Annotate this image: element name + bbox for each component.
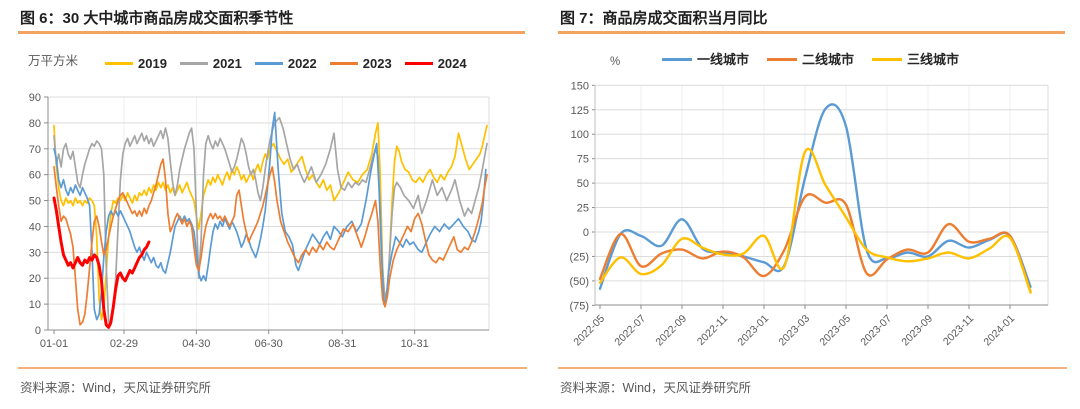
seasonal-line-chart: 0 10 20 30 40 50 60 70 80 90 01-01 02-29 04-30 06-30 0…: [29, 92, 490, 350]
figure-7-footer-rule: [558, 367, 1067, 369]
series-line-2023: [53, 158, 488, 326]
legend-line-swatch-tier3: [872, 58, 903, 61]
legend-label-2021: 2021: [212, 56, 242, 71]
legend-line-swatch-2019: [105, 62, 133, 65]
y-axis-tick-label: 70: [29, 144, 41, 156]
figure-6-title: 图 6：30 大中城市商品房成交面积季节性: [20, 10, 294, 27]
y-axis-tick-label: 80: [29, 118, 41, 130]
y-axis-tick-label: 100: [571, 129, 589, 141]
x-axis-tick-label: 2023-05: [817, 313, 853, 349]
legend-item-tier2-cities: 二线城市: [767, 53, 854, 66]
x-axis-tick-label: 06-30: [255, 338, 283, 350]
figure-6-y-unit-label: 万平方米: [28, 54, 79, 68]
x-axis-tick-label: 01-01: [40, 338, 68, 350]
y-axis-tick-label: 0: [583, 227, 589, 239]
figure-6-source: 资料来源：Wind，天风证券研究所: [20, 381, 211, 395]
figure-7-source: 资料来源：Wind，天风证券研究所: [560, 381, 751, 395]
legend-label-tier1: 一线城市: [697, 52, 750, 67]
y-axis-tick-label: 60: [29, 170, 41, 182]
y-axis-tick-label: 10: [29, 299, 41, 311]
figure-7-panel: 图 7：商品房成交面积当月同比 % 一线城市 二线城市 三线城市 150 125 1…: [540, 0, 1080, 409]
legend-label-2022: 2022: [287, 56, 317, 71]
figure-6-legend: 2019 2021 2022 2023 2024: [105, 57, 467, 70]
y-axis-tick-label: 125: [571, 105, 589, 117]
figure-7-legend: 一线城市 二线城市 三线城市: [662, 53, 959, 66]
legend-item-tier3-cities: 三线城市: [872, 53, 959, 66]
y-axis-tick-label: 50: [577, 178, 589, 190]
figure-6-footer-rule: [18, 367, 527, 369]
y-axis-tick-label: 20: [29, 273, 41, 285]
y-axis-tick-label: 0: [35, 325, 41, 337]
legend-line-swatch-tier2: [767, 58, 798, 61]
x-axis-tick-label: 2022-05: [571, 313, 607, 349]
x-axis-tick-label: 2024-01: [981, 313, 1017, 349]
figure-7-title-rule: [558, 31, 1065, 34]
figure-6-panel: 图 6：30 大中城市商品房成交面积季节性 万平方米 2019 2021 202…: [18, 10, 527, 395]
legend-line-swatch-tier1: [662, 58, 692, 61]
figure-7-title: 图 7：商品房成交面积当月同比: [560, 10, 768, 27]
x-axis-tick-label: 2023-09: [899, 313, 935, 349]
x-axis-tick-label: 2023-07: [858, 313, 894, 349]
legend-label-2024: 2024: [437, 56, 467, 71]
x-axis-tick-label: 08-31: [328, 338, 356, 350]
x-axis-tick-label: 2022-07: [612, 313, 648, 349]
y-axis-tick-label: 25: [577, 203, 589, 215]
legend-label-tier3: 三线城市: [907, 52, 960, 67]
y-axis-tick-label: 40: [29, 221, 41, 233]
series-line-三线城市: [598, 147, 1032, 294]
legend-item-2022: 2022: [254, 56, 317, 71]
series-line-一线城市: [598, 103, 1032, 290]
x-axis-tick-label: 10-31: [401, 338, 429, 350]
x-axis-tick-label: 2023-11: [941, 313, 976, 348]
legend-label-2023: 2023: [362, 56, 392, 71]
y-axis-tick-label: 90: [29, 92, 41, 104]
legend-item-2019: 2019: [105, 57, 167, 70]
legend-label-2019: 2019: [138, 56, 167, 71]
y-axis-tick-label: (75): [569, 300, 589, 312]
series-line-2019: [53, 122, 488, 321]
x-axis-tick-label: 2023-03: [776, 313, 812, 349]
y-axis-tick-label: 75: [577, 154, 589, 166]
legend-item-tier1-cities: 一线城市: [662, 53, 749, 66]
legend-item-2024: 2024: [404, 56, 467, 71]
legend-label-tier2: 二线城市: [802, 52, 855, 67]
legend-line-swatch-2024: [404, 61, 433, 66]
y-axis-tick-label: (25): [569, 251, 589, 263]
legend-line-swatch-2021: [179, 62, 208, 65]
x-axis-tick-label: 04-30: [182, 338, 210, 350]
y-axis-tick-label: 150: [571, 80, 589, 92]
x-axis-tick-label: 02-29: [110, 338, 138, 350]
x-axis-tick-label: 2022-09: [653, 313, 689, 349]
figure-7-y-unit-label: %: [610, 56, 621, 68]
series-line-2024: [52, 196, 151, 329]
y-axis-tick-label: 50: [29, 196, 41, 208]
legend-item-2023: 2023: [329, 56, 392, 71]
y-axis-tick-label: (50): [569, 276, 589, 288]
legend-item-2021: 2021: [179, 56, 242, 71]
x-axis-tick-label: 2022-11: [695, 313, 730, 348]
x-axis-tick-label: 2023-01: [735, 313, 771, 349]
legend-line-swatch-2022: [254, 62, 283, 65]
y-axis-tick-label: 30: [29, 247, 41, 259]
legend-line-swatch-2023: [329, 62, 358, 65]
figure-6-title-rule: [18, 31, 525, 34]
